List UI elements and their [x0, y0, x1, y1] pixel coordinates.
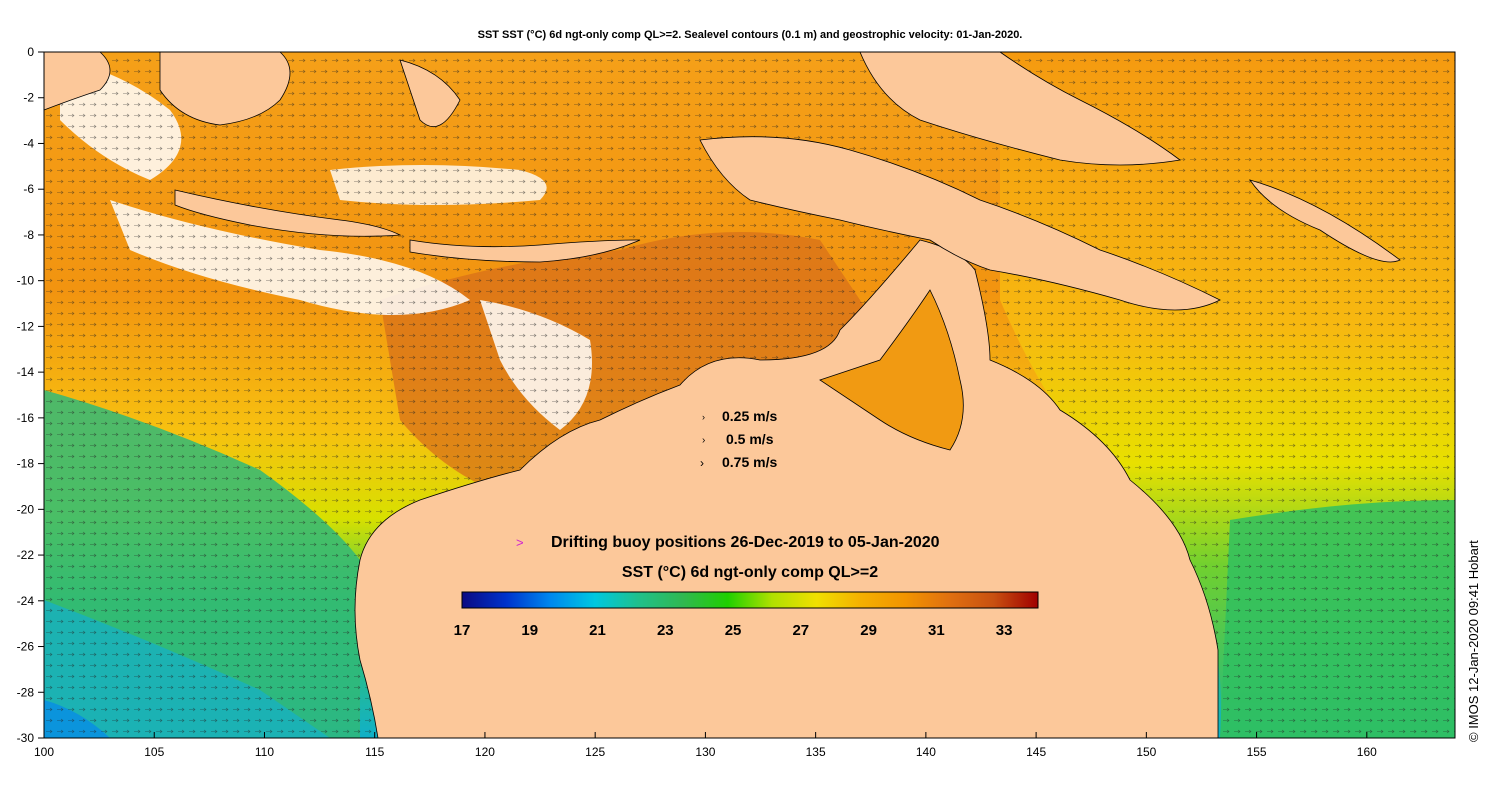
colorbar-tick-label: 17: [454, 622, 471, 639]
gulf-of-carpentaria: [819, 289, 964, 451]
x-tick-label: 130: [695, 745, 715, 759]
y-tick-label: -4: [23, 136, 34, 150]
solomon-islands: [1249, 179, 1401, 263]
buoy-legend-label: Drifting buoy positions 26-Dec-2019 to 0…: [551, 534, 940, 551]
arrow-sample-3: ›: [700, 456, 704, 470]
y-tick-label: -20: [17, 502, 35, 516]
colorbar-ticks: 17 19 21 23 25 27 29 31 33: [454, 622, 1013, 639]
colorbar-tick-label: 21: [589, 622, 606, 639]
y-tick-label: -6: [23, 182, 34, 196]
sulawesi: [399, 59, 461, 127]
y-axis: 0 -2 -4 -6 -8 -10 -12 -14 -16 -18 -20 -22 -24 -26 -28 -…: [17, 45, 44, 745]
x-tick-label: 110: [255, 745, 274, 759]
y-tick-label: -24: [17, 594, 35, 608]
y-tick-label: 0: [27, 45, 34, 59]
x-axis: 100 105 110 115 120 125 130 135 140 145 150 155 160: [34, 732, 1377, 759]
buoy-symbol: >: [516, 535, 524, 550]
x-tick-label: 125: [585, 745, 605, 759]
x-tick-label: 135: [806, 745, 826, 759]
new-guinea: [699, 136, 1221, 311]
y-tick-label: -26: [17, 640, 35, 654]
y-tick-label: -8: [23, 228, 34, 242]
x-tick-label: 140: [916, 745, 936, 759]
colorbar-bar: [461, 591, 1039, 609]
x-tick-label: 105: [144, 745, 164, 759]
java: [174, 189, 402, 237]
map-frame: [43, 51, 1456, 739]
colorbar-tick-label: 29: [860, 622, 877, 639]
buoy-legend: > Drifting buoy positions 26-Dec-2019 to…: [516, 534, 940, 551]
y-tick-label: -18: [17, 457, 35, 471]
map-title: SST SST (°C) 6d ngt-only comp QL>=2. Sea…: [477, 29, 1023, 41]
y-tick-label: -2: [23, 91, 34, 105]
sumatra: [43, 51, 111, 111]
x-tick-label: 145: [1026, 745, 1046, 759]
map-area: [43, 51, 1456, 739]
x-tick-label: 160: [1357, 745, 1377, 759]
y-tick-label: -12: [17, 319, 35, 333]
x-tick-label: 115: [365, 745, 384, 759]
y-tick-label: -14: [17, 365, 35, 379]
lesser-sunda: [409, 239, 641, 263]
velocity-legend-1: 0.25 m/s: [722, 408, 777, 424]
land: [43, 51, 1401, 739]
credit-text: © IMOS 12-Jan-2020 09:41 Hobart: [1466, 540, 1481, 742]
velocity-legend-3: 0.75 m/s: [722, 454, 777, 470]
colorbar-tick-label: 27: [792, 622, 809, 639]
y-tick-label: -28: [17, 685, 35, 699]
arrow-sample-1: ›: [702, 412, 705, 422]
colorbar-tick-label: 23: [657, 622, 674, 639]
x-tick-label: 150: [1136, 745, 1156, 759]
colorbar-tick-label: 19: [521, 622, 538, 639]
arrow-sample-2: ›: [702, 435, 705, 446]
colorbar-tick-label: 31: [928, 622, 945, 639]
colorbar: SST (°C) 6d ngt-only comp QL>=2 17 19 21 23…: [454, 564, 1039, 639]
velocity-legend: › 0.25 m/s › 0.5 m/s › 0.75 m/s: [700, 408, 777, 470]
new-guinea-north: [859, 51, 1181, 166]
velocity-legend-2: 0.5 m/s: [726, 431, 774, 447]
y-tick-label: -22: [17, 548, 35, 562]
y-tick-label: -16: [17, 411, 35, 425]
colorbar-title: SST (°C) 6d ngt-only comp QL>=2: [622, 564, 878, 581]
colorbar-tick-label: 25: [725, 622, 742, 639]
y-tick-label: -10: [17, 274, 35, 288]
x-tick-label: 120: [475, 745, 495, 759]
colorbar-tick-label: 33: [996, 622, 1013, 639]
x-tick-label: 155: [1247, 745, 1267, 759]
x-tick-label: 100: [34, 745, 54, 759]
borneo: [159, 51, 291, 126]
y-tick-label: -30: [17, 731, 35, 745]
